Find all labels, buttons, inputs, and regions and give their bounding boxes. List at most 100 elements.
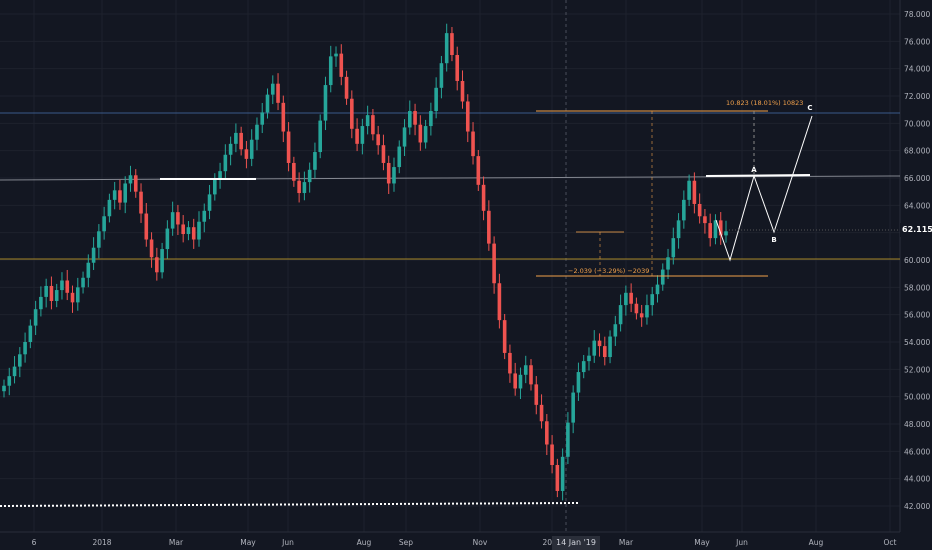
candle-body — [550, 444, 554, 465]
y-tick-label: 66.000 — [904, 174, 930, 183]
candle-body — [566, 422, 570, 457]
candle-body — [255, 124, 259, 140]
candle-body — [618, 305, 623, 325]
candle-body — [455, 55, 460, 81]
x-tick-label: 2018 — [92, 538, 111, 547]
candle-body — [249, 139, 254, 159]
candle-body — [181, 224, 185, 235]
candle-body — [75, 287, 80, 303]
candle-body — [402, 127, 407, 147]
candle-body — [244, 149, 249, 159]
candle-body — [107, 199, 112, 217]
candle-body — [650, 294, 655, 306]
candle-body — [334, 53, 338, 57]
lower-measure-label: −2.039 (−3.29%) −2039 — [568, 267, 649, 275]
candle-body — [439, 63, 444, 88]
x-tick-label: Aug — [809, 538, 824, 547]
candle-body — [313, 152, 317, 170]
candle-body — [186, 227, 191, 235]
candle-body — [444, 33, 449, 64]
candle-body — [713, 220, 718, 239]
candle-body — [165, 228, 170, 250]
candle-body — [144, 213, 149, 240]
candle-body — [355, 128, 359, 144]
candle-body — [560, 456, 565, 491]
candle-body — [392, 167, 396, 184]
candle-body — [97, 231, 101, 248]
candle-body — [339, 53, 344, 77]
candle-body — [476, 156, 481, 185]
candle-body — [49, 285, 54, 301]
y-tick-label: 78.000 — [904, 10, 930, 19]
x-tick-label: May — [240, 538, 256, 547]
wave-label-c: C — [807, 104, 812, 112]
candle-body — [281, 102, 286, 132]
candle-body — [112, 190, 117, 200]
candle-body — [697, 203, 702, 217]
y-tick-label: 44.000 — [904, 475, 930, 484]
candle-body — [692, 180, 697, 204]
y-tick-label: 56.000 — [904, 311, 930, 320]
candle-body — [634, 303, 639, 314]
candle-body — [608, 336, 612, 358]
wave-label-b: B — [771, 236, 776, 244]
candle-body — [587, 355, 591, 362]
x-tick-label: Mar — [169, 538, 184, 547]
resistance-line — [0, 175, 901, 181]
candle-body — [350, 98, 354, 129]
candle-body — [260, 112, 265, 125]
candle-body — [481, 184, 486, 211]
candle-body — [23, 342, 27, 355]
candle-body — [576, 372, 581, 393]
candle-body — [328, 56, 333, 86]
candle-body — [239, 132, 243, 150]
candle-body — [508, 352, 512, 374]
candle-body — [592, 340, 597, 356]
candle-body — [344, 76, 349, 99]
abc-projection-path — [715, 115, 813, 262]
y-tick-label: 46.000 — [904, 447, 930, 456]
candle-body — [682, 199, 686, 221]
candle-body — [223, 154, 228, 172]
candle-body — [555, 465, 560, 491]
candle-body — [297, 180, 301, 194]
x-tick-label: Aug — [357, 538, 372, 547]
candle-body — [602, 346, 607, 358]
candle-body — [302, 182, 307, 194]
candle-body — [65, 280, 70, 293]
candle-body — [286, 131, 291, 163]
candle-body — [534, 384, 539, 405]
candle-body — [518, 374, 523, 389]
candle-body — [18, 354, 22, 367]
candle-body — [360, 126, 365, 144]
candle-body — [33, 309, 38, 326]
candle-body — [12, 366, 17, 377]
x-tick-label: Sep — [399, 538, 413, 547]
candle-body — [666, 257, 670, 270]
candle-body — [613, 324, 618, 337]
y-tick-label: 76.000 — [904, 37, 930, 46]
candle-body — [450, 33, 454, 55]
candle-body — [2, 385, 6, 392]
y-tick-label: 70.000 — [904, 119, 930, 128]
candle-body — [545, 421, 549, 445]
candle-body — [724, 231, 728, 236]
candle-body — [397, 146, 402, 168]
candle-body — [407, 111, 412, 128]
y-tick-label: 74.000 — [904, 65, 930, 74]
y-tick-label: 58.000 — [904, 283, 930, 292]
candle-body — [624, 292, 628, 306]
candle-body — [118, 190, 122, 203]
key-level-line-right — [705, 174, 811, 177]
candle-body — [123, 183, 128, 203]
y-tick-label: 48.000 — [904, 420, 930, 429]
candle-body — [307, 169, 312, 183]
candle-body — [529, 365, 533, 385]
candle-body — [597, 340, 602, 347]
candle-body — [213, 179, 217, 195]
candle-body — [265, 94, 270, 113]
candle-body — [660, 269, 665, 285]
candle-body — [202, 210, 207, 222]
candle-body — [539, 404, 544, 422]
